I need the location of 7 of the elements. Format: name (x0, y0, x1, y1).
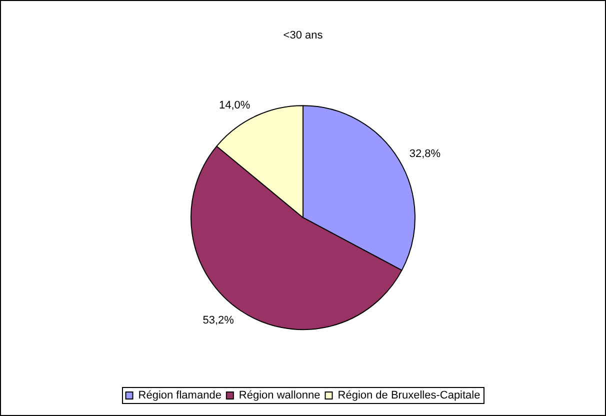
chart-title: <30 ans (283, 30, 324, 42)
data-label: 32,8% (409, 148, 441, 160)
data-label: 53,2% (202, 314, 234, 327)
data-label: 14,0% (219, 99, 250, 112)
legend-label: Région de Bruxelles-Capitale (338, 390, 480, 402)
legend-label: Région flamande (138, 390, 222, 402)
legend-label: Région wallonne (238, 390, 320, 402)
